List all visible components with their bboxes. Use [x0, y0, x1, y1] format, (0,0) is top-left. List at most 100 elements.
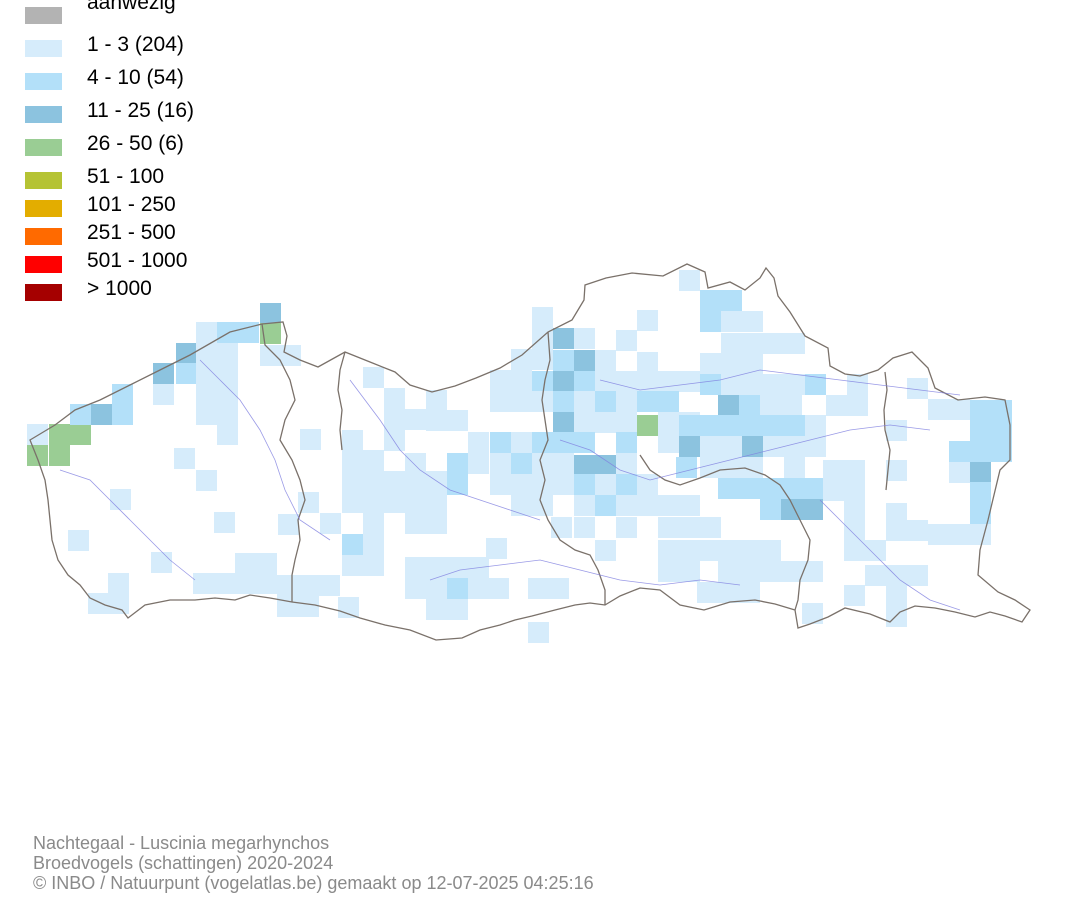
credit-line: © INBO / Natuurpunt (vogelatlas.be) gema… [33, 873, 594, 893]
grid-cell [405, 513, 426, 534]
river-1 [59, 469, 196, 581]
province-border-3 [639, 454, 811, 611]
legend-label: 26 - 50 (6) [87, 132, 184, 155]
grid-cell [298, 596, 319, 617]
grid-cell [511, 495, 532, 516]
grid-cell [700, 374, 721, 395]
grid-cell [363, 471, 384, 492]
grid-cell [742, 333, 763, 354]
grid-cell [238, 322, 259, 343]
grid-cell [426, 410, 447, 431]
grid-cell [742, 415, 763, 436]
grid-cell [763, 374, 784, 395]
grid-cell [405, 557, 426, 578]
grid-cell [426, 513, 447, 534]
province-borders [29, 263, 1031, 641]
dataset-name: Broedvogels (schattingen) 2020-2024 [33, 853, 334, 873]
grid-cell [49, 445, 70, 466]
grid-cell [553, 453, 574, 474]
grid-cell [320, 513, 341, 534]
grid-cell [574, 455, 595, 476]
grid-cell [468, 578, 489, 599]
grid-cell [235, 553, 256, 574]
grid-cell [384, 430, 405, 451]
grid-cell [721, 290, 742, 311]
grid-cell [574, 412, 595, 433]
grid-cell [490, 453, 511, 474]
grid-cell [298, 575, 319, 596]
grid-cell [256, 553, 277, 574]
grid-cell [721, 311, 742, 332]
grid-cell [528, 578, 549, 599]
grid-cell [637, 310, 658, 331]
grid-cell [844, 585, 865, 606]
grid-cell [637, 391, 658, 412]
grid-cell [721, 333, 742, 354]
grid-cell [447, 474, 468, 495]
legend-swatch [25, 73, 62, 90]
legend-swatch [25, 200, 62, 217]
grid-cell [551, 517, 572, 538]
grid-cell [886, 460, 907, 481]
grid-cell [760, 395, 781, 416]
grid-cell [112, 404, 133, 425]
river-7 [819, 499, 961, 611]
grid-cell [739, 395, 760, 416]
grid-cell [260, 345, 281, 366]
grid-cell [363, 450, 384, 471]
grid-cell [907, 565, 928, 586]
legend-swatch [25, 228, 62, 245]
grid-cell [700, 540, 721, 561]
grid-cell [532, 307, 553, 328]
grid-cell [405, 453, 426, 474]
grid-cell [802, 499, 823, 520]
grid-cell [49, 424, 70, 445]
legend-item: 501 - 1000 [24, 249, 324, 281]
grid-cell [805, 436, 826, 457]
grid-cell [679, 270, 700, 291]
grid-cell [886, 503, 907, 524]
grid-cell [363, 555, 384, 576]
grid-cell [214, 573, 235, 594]
grid-cell [300, 429, 321, 450]
grid-cell [214, 512, 235, 533]
legend-item: 101 - 250 [24, 193, 324, 225]
grid-cell [217, 322, 238, 343]
grid-cell [886, 606, 907, 627]
grid-cell [805, 415, 826, 436]
grid-cell [574, 328, 595, 349]
grid-cell [658, 391, 679, 412]
grid-cell [784, 415, 805, 436]
grid-cell [847, 395, 868, 416]
grid-cell [384, 388, 405, 409]
legend-item: > 1000 [24, 277, 324, 309]
grid-cell [27, 445, 48, 466]
grid-cell [949, 399, 970, 420]
grid-cell [511, 474, 532, 495]
province-border-4 [883, 371, 891, 491]
grid-cell [511, 453, 532, 474]
grid-cell [802, 603, 823, 624]
grid-cell [658, 540, 679, 561]
grid-cell [176, 363, 197, 384]
grid-cell [405, 492, 426, 513]
grid-cell [553, 432, 574, 453]
grid-cell [760, 499, 781, 520]
grid-cell [363, 367, 384, 388]
grid-cell [616, 412, 637, 433]
grid-cell [27, 424, 48, 445]
grid-cell [342, 492, 363, 513]
grid-cell [260, 303, 281, 324]
legend-swatch [25, 256, 62, 273]
legend-item: 4 - 10 (54) [24, 66, 324, 98]
grid-cell [781, 478, 802, 499]
grid-cell [805, 374, 826, 395]
grid-cell [700, 436, 721, 457]
legend-item: 26 - 50 (6) [24, 132, 324, 164]
grid-cell [88, 593, 109, 614]
species-name: Nachtegaal - Luscinia megarhynchos [33, 833, 330, 853]
grid-cell [970, 503, 991, 524]
grid-cell [447, 410, 468, 431]
legend-swatch [25, 7, 62, 24]
